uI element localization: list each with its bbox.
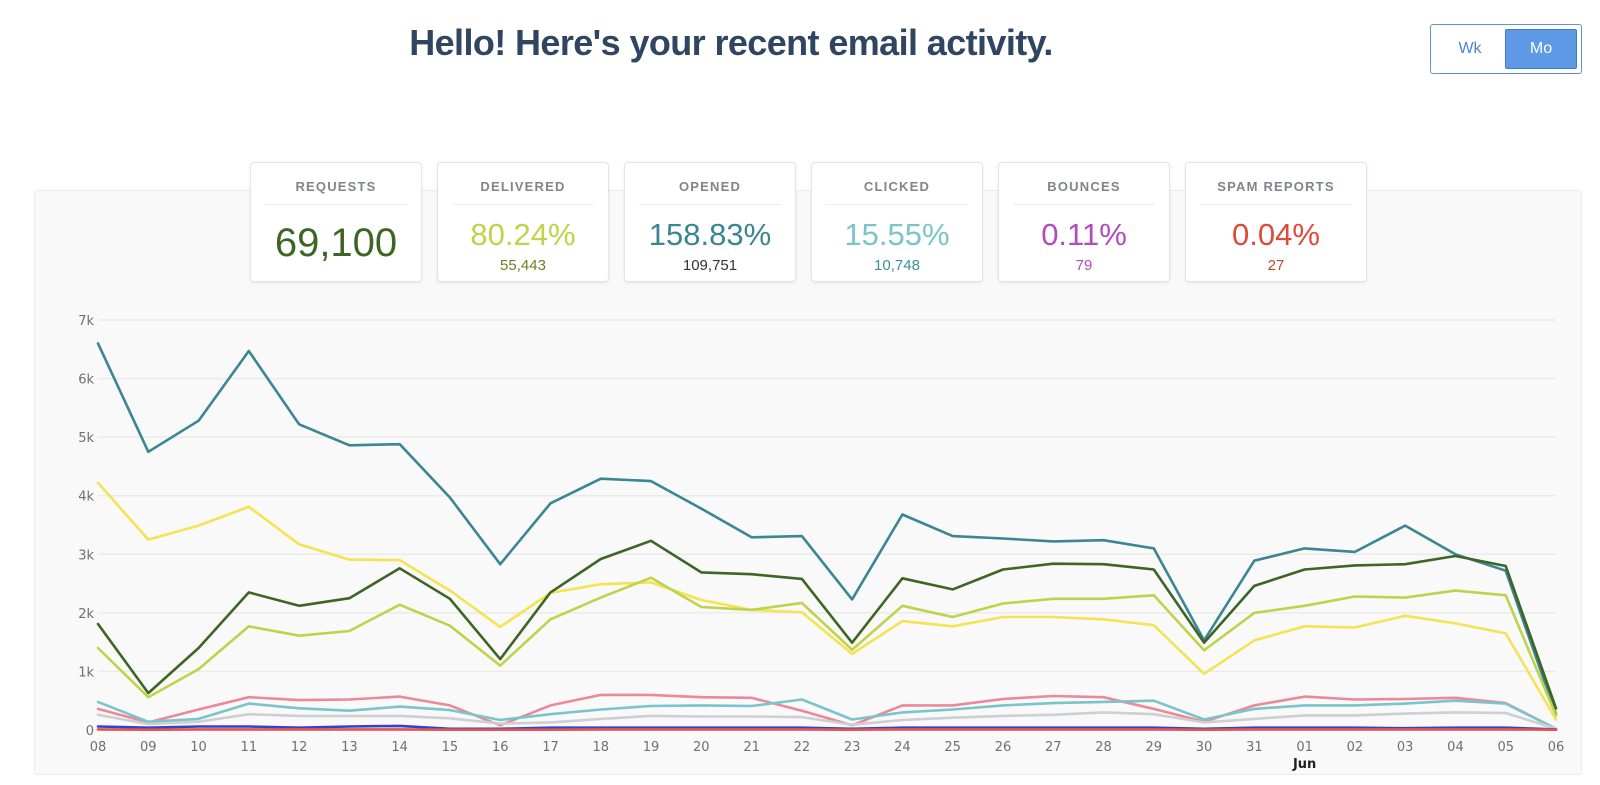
series-line-4 (96, 693, 1558, 731)
y-tick-label: 5k (78, 431, 94, 446)
x-tick-label: 05 (1497, 740, 1514, 755)
stat-card-opened: OPENED 158.83% 109,751 (624, 162, 796, 282)
series-line-0 (96, 342, 1558, 716)
stat-card-bounces: BOUNCES 0.11% 79 (998, 162, 1170, 282)
x-tick-label: 08 (90, 740, 107, 755)
series-line-3 (96, 576, 1558, 717)
stat-label: DELIVERED (452, 179, 594, 205)
stat-card-requests: REQUESTS 69,100 (250, 162, 422, 282)
stat-card-delivered: DELIVERED 80.24% 55,443 (437, 162, 609, 282)
x-tick-label: 15 (442, 740, 459, 755)
x-tick-label: 14 (391, 740, 408, 755)
x-month-label: Jun (1292, 757, 1316, 772)
x-tick-label: 22 (794, 740, 811, 755)
x-tick-label: 23 (844, 740, 861, 755)
x-tick-label: 31 (1246, 740, 1263, 755)
x-tick-label: 25 (944, 740, 961, 755)
x-tick-label: 21 (743, 740, 760, 755)
x-tick-label: 24 (894, 740, 911, 755)
stat-count: 27 (1267, 257, 1285, 274)
stat-card-clicked: CLICKED 15.55% 10,748 (811, 162, 983, 282)
y-tick-label: 2k (78, 607, 94, 622)
x-tick-label: 09 (140, 740, 157, 755)
page-title: Hello! Here's your recent email activity… (409, 22, 1053, 63)
week-toggle-button[interactable]: Wk (1458, 40, 1482, 57)
x-tick-label: 10 (190, 740, 207, 755)
x-tick-label: 11 (241, 740, 258, 755)
stat-label: BOUNCES (1013, 179, 1155, 205)
y-tick-label: 7k (78, 314, 94, 329)
y-tick-label: 0 (86, 724, 94, 739)
x-tick-label: 12 (291, 740, 308, 755)
x-tick-label: 03 (1397, 740, 1414, 755)
x-tick-label: 18 (592, 740, 609, 755)
stat-count: 10,748 (874, 257, 920, 274)
month-toggle-button[interactable]: Mo (1505, 29, 1577, 69)
chart-panel (34, 190, 1582, 775)
stat-count: 79 (1075, 257, 1093, 274)
email-activity-line-chart: 0 1k 2k 3k 4k 5k 6k 7k 08 09 10 11 12 13 14 15 16 17 18 19 2… (78, 314, 1565, 772)
stat-value: 80.24% (470, 217, 576, 252)
stat-value: 69,100 (274, 221, 398, 265)
stat-label: OPENED (639, 179, 781, 205)
x-tick-label: 06 (1548, 740, 1565, 755)
x-tick-label: 28 (1095, 740, 1112, 755)
stat-label: SPAM REPORTS (1200, 179, 1352, 205)
stat-label: REQUESTS (265, 179, 407, 205)
x-tick-label: 30 (1196, 740, 1213, 755)
series-line-1 (96, 481, 1558, 721)
stat-value: 15.55% (844, 217, 950, 252)
x-tick-label: 27 (1045, 740, 1062, 755)
series-line-6 (96, 711, 1558, 731)
y-tick-label: 4k (78, 490, 94, 505)
stat-value: 158.83% (648, 217, 772, 252)
stat-label: CLICKED (826, 179, 968, 205)
x-tick-label: 17 (542, 740, 559, 755)
x-tick-label: 29 (1146, 740, 1163, 755)
stat-count: 109,751 (682, 257, 738, 274)
x-tick-label: 20 (693, 740, 710, 755)
x-tick-label: 26 (995, 740, 1012, 755)
x-tick-label: 13 (341, 740, 358, 755)
y-tick-label: 6k (78, 373, 94, 388)
stat-value: 0.04% (1232, 217, 1320, 252)
y-tick-label: 3k (78, 548, 94, 563)
x-tick-label: 16 (492, 740, 509, 755)
x-tick-label: 19 (643, 740, 660, 755)
stat-count: 55,443 (500, 257, 546, 274)
series-line-5 (96, 698, 1558, 731)
series-line-2 (96, 539, 1558, 710)
y-tick-label: 1k (78, 665, 94, 680)
stat-card-spam-reports: SPAM REPORTS 0.04% 27 (1185, 162, 1367, 282)
x-tick-label: 04 (1447, 740, 1464, 755)
stat-value: 0.11% (1041, 217, 1127, 252)
range-toggle: Wk Mo (1430, 24, 1582, 74)
x-tick-label: 02 (1347, 740, 1364, 755)
x-tick-label: 01 (1296, 740, 1313, 755)
